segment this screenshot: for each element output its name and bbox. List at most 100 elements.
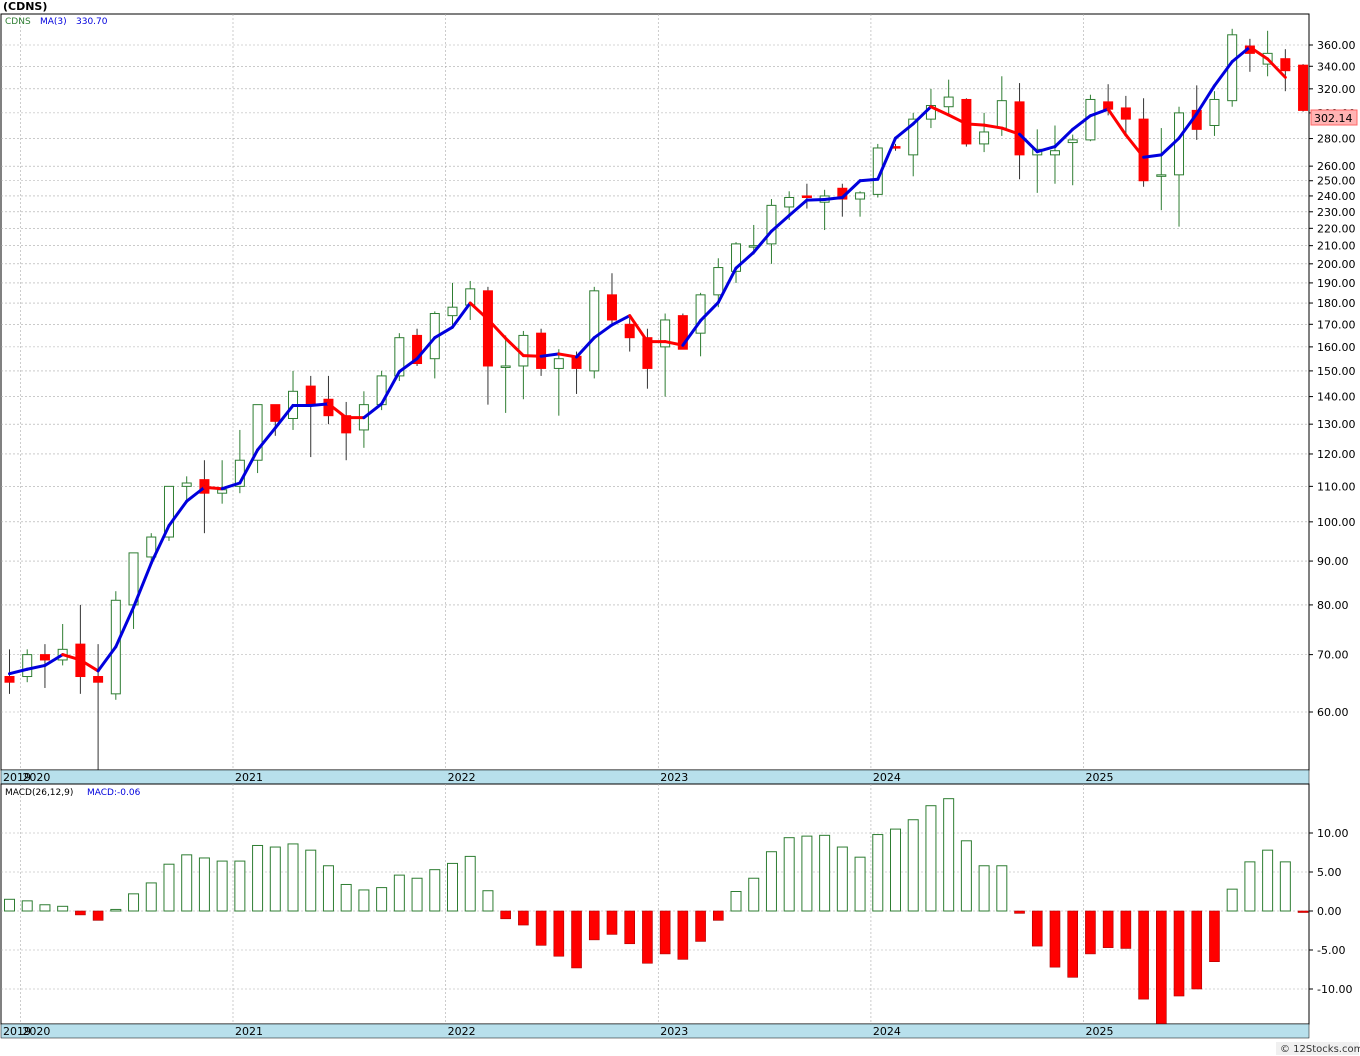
macd-bar	[429, 869, 441, 912]
ma-segment	[1230, 45, 1252, 64]
candle-body	[606, 294, 617, 321]
macd-bar	[110, 908, 122, 912]
ma-segment	[876, 136, 897, 181]
candle-body	[855, 192, 866, 200]
candle-body	[766, 204, 777, 245]
candle-body	[1049, 150, 1060, 156]
macd-y-axis: -10.00 -5.00 0.00 5.00 10.00	[1309, 827, 1352, 996]
macd-bar	[518, 910, 529, 926]
macd-bar	[854, 856, 866, 912]
price-tick-label: 360.00	[1317, 39, 1356, 52]
macd-bar	[553, 910, 565, 957]
year-label: 2021	[235, 771, 263, 784]
price-tick-label: 200.00	[1317, 258, 1356, 271]
ma-segment	[238, 448, 260, 485]
ma-segment	[486, 317, 508, 340]
ma-segment	[699, 300, 720, 323]
candle-body	[1174, 112, 1185, 176]
moving-average-line	[8, 45, 1287, 676]
ma-segment	[1053, 127, 1075, 149]
ma-segment	[273, 403, 295, 430]
ma-segment	[1000, 126, 1022, 136]
chart-title: (CDNS)	[3, 0, 47, 13]
macd-bar	[1173, 910, 1185, 997]
ma-segment	[1124, 133, 1146, 159]
macd-tick-label: 5.00	[1317, 866, 1342, 879]
macd-bar	[163, 863, 175, 912]
year-label: 2020	[22, 771, 50, 784]
macd-bar	[482, 890, 494, 912]
ma-segment	[663, 340, 685, 347]
legend-ticker: CDNS	[5, 17, 31, 27]
macd-bar	[75, 910, 86, 916]
macd-bar	[269, 846, 281, 912]
price-tick-label: 150.00	[1317, 365, 1356, 378]
candle-body	[146, 536, 157, 558]
macd-bar	[872, 834, 884, 912]
ma-segment	[185, 485, 206, 503]
macd-bar	[21, 900, 33, 912]
ma-segment	[734, 250, 756, 270]
macd-year-label: 2025	[1086, 1025, 1114, 1038]
ma-segment	[805, 198, 827, 202]
candle-body	[996, 100, 1007, 129]
price-tick-label: 160.00	[1317, 341, 1356, 354]
macd-bar	[836, 846, 848, 912]
credit-label: © 12Stocks.com	[1280, 1044, 1360, 1055]
candle-body	[500, 365, 511, 368]
ma-segment	[149, 524, 171, 565]
candle-body	[39, 654, 50, 661]
ma-segment	[947, 113, 968, 126]
ma-segment	[1018, 132, 1039, 154]
price-tick-label: 140.00	[1317, 391, 1356, 404]
ma-segment	[1106, 107, 1128, 137]
macd-tick-label: -10.00	[1317, 983, 1352, 996]
macd-bar	[447, 862, 458, 912]
ma-segment	[114, 605, 136, 649]
price-tick-label: 240.00	[1317, 190, 1356, 203]
price-tick-label: 340.00	[1317, 60, 1356, 73]
year-label: 2019	[3, 771, 31, 784]
macd-year-label: 2020	[22, 1025, 50, 1038]
ma-segment	[433, 325, 454, 340]
ma-segment	[61, 653, 82, 662]
macd-bar	[39, 904, 51, 912]
macd-bar	[1156, 910, 1167, 1025]
price-tick-label: 320.00	[1317, 83, 1356, 96]
macd-bar	[1014, 910, 1025, 914]
ma-segment	[858, 177, 880, 183]
macd-legend-label: MACD(26,12,9)	[5, 788, 73, 798]
ma-segment	[557, 352, 579, 359]
macd-bar	[943, 798, 955, 912]
candle-body	[181, 482, 192, 487]
macd-bar	[712, 910, 724, 921]
macd-legend-value: MACD:-0.06	[87, 788, 141, 798]
price-tick-label: 190.00	[1317, 277, 1356, 290]
ma-segment	[1195, 84, 1216, 116]
candle-body	[1014, 101, 1025, 156]
ma-segment	[25, 663, 47, 671]
macd-tick-label: 0.00	[1317, 905, 1342, 918]
macd-bar	[145, 882, 157, 912]
candle-body	[624, 323, 635, 339]
year-label: 2025	[1086, 771, 1114, 784]
price-tick-label: 250.00	[1317, 175, 1356, 188]
candle-body	[589, 290, 600, 372]
ma-segment	[397, 357, 419, 374]
candle-body	[394, 337, 405, 377]
macd-bar	[287, 843, 299, 912]
price-y-axis: 60.00 70.00 80.00 90.00 100.00 110.00 120.00 13…	[1309, 39, 1356, 719]
price-tick-label: 80.00	[1317, 599, 1349, 612]
candle-body	[482, 290, 493, 367]
legend-ma-label: MA(3)	[40, 17, 67, 27]
macd-bar	[57, 905, 69, 912]
ma-segment	[504, 336, 525, 358]
candle-body	[270, 404, 281, 422]
price-tick-label: 70.00	[1317, 649, 1349, 662]
macd-legend: MACD(26,12,9) MACD:-0.06	[5, 788, 141, 798]
ma-segment	[132, 561, 153, 609]
candle-body	[1298, 64, 1309, 111]
ma-segment	[256, 426, 277, 452]
